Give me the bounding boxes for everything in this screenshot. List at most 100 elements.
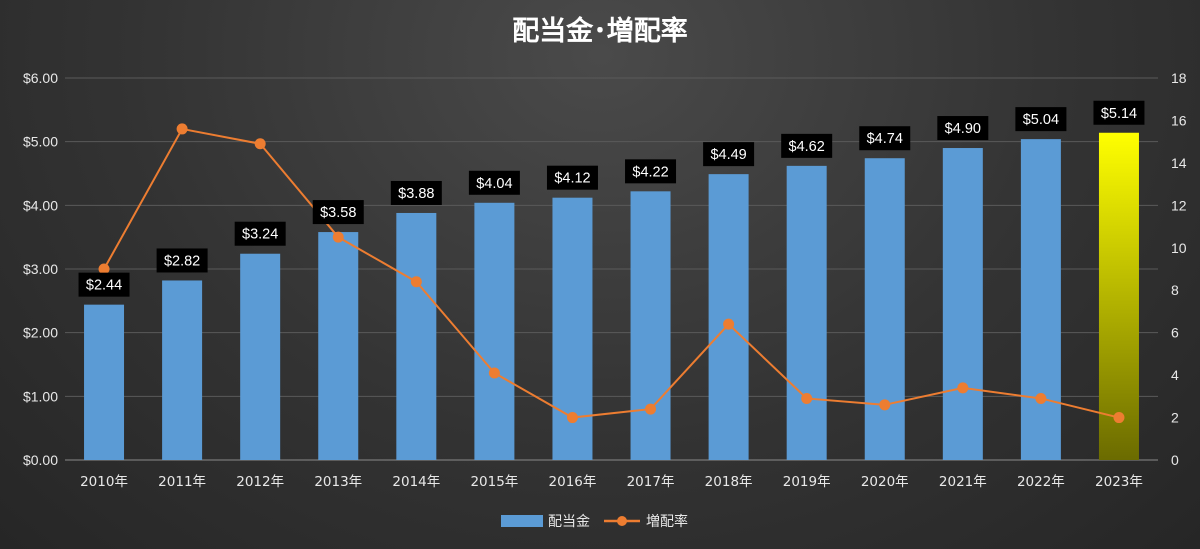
x-tick-label: 2021年 [939,474,987,490]
data-label: $4.62 [789,139,825,155]
data-label-box [625,159,677,184]
bar [942,148,983,461]
y-right-tick-label: 8 [1171,282,1179,298]
x-tick-label: 2013年 [314,474,362,490]
bar [318,232,359,460]
data-label: $2.82 [164,253,200,269]
y-right-tick-label: 2 [1171,410,1179,426]
data-label-box [390,180,442,205]
x-tick-label: 2020年 [861,474,909,490]
legend-swatch-marker [617,516,627,526]
y-right-tick-label: 12 [1171,197,1187,213]
line-point [410,276,422,288]
data-label: $5.04 [1023,112,1059,128]
bar [708,174,749,461]
y-right-tick-label: 6 [1171,325,1179,341]
data-label: $4.22 [632,164,668,180]
data-label-box [937,116,989,141]
gridlines [65,77,1158,461]
data-label-box [781,133,833,158]
line-point [957,382,969,394]
y-right-tick-label: 16 [1171,112,1187,128]
y-right-tick-label: 10 [1171,240,1187,256]
line-point [488,367,500,379]
bar [84,304,125,460]
bar [864,158,905,460]
data-label-box [156,248,208,273]
line-point [723,318,735,330]
line-point [332,231,344,243]
x-axis: 2010年 2011年 2012年 2013年 2014年 2015年 2016年 2017年… [80,474,1143,490]
line-point [254,138,266,150]
x-tick-label: 2012年 [236,474,284,490]
line-path [103,127,1120,419]
data-label-box [546,165,598,190]
line-point [1113,412,1125,424]
x-tick-label: 2017年 [627,474,675,490]
bar [396,212,437,460]
x-tick-label: 2023年 [1095,474,1143,490]
x-tick-label: 2022年 [1017,474,1065,490]
line-point [176,123,188,135]
data-label: $3.58 [320,205,356,221]
data-label-box [468,170,520,195]
data-label-box [703,142,755,167]
bar-series [84,132,1139,461]
data-label: $4.04 [476,176,512,192]
data-label: $2.44 [86,278,122,294]
x-tick-label: 2015年 [470,474,518,490]
data-label-box [234,221,286,246]
y-left-tick-label: $6.00 [23,70,58,86]
data-label: $4.12 [554,171,590,187]
y-axis-left: $0.00 $1.00 $2.00 $3.00 $4.00 $5.00 $6.00 [23,70,58,468]
line-point [1035,392,1047,404]
data-label-box [312,200,364,225]
data-label: $4.74 [867,131,903,147]
line-point [98,263,110,275]
legend: 配当金 増配率 [501,513,688,530]
y-right-tick-label: 18 [1171,70,1187,86]
x-tick-label: 2018年 [705,474,753,490]
line-series [98,123,1125,424]
bar [162,280,203,460]
data-label-box [1093,100,1145,125]
data-labels: $2.44 $2.82 $3.24 $3.58 $3.88 $4.04 $4.12 $4.22… [78,100,1145,297]
y-right-tick-label: 14 [1171,155,1187,171]
line-point [645,403,657,415]
data-label: $4.90 [945,121,981,137]
bar [630,191,671,460]
y-left-tick-label: $0.00 [23,452,58,468]
x-tick-label: 2016年 [549,474,597,490]
bar [1098,132,1139,460]
bar [786,165,827,461]
chart-title: 配当金･増配率 [512,15,688,47]
legend-swatch-bar [501,515,543,527]
x-tick-label: 2010年 [80,474,128,490]
data-label-box [78,272,130,297]
data-label: $3.88 [398,186,434,202]
line-point [801,392,813,404]
legend-label-bar: 配当金 [548,514,590,530]
data-label-box [1015,107,1067,132]
y-left-tick-label: $2.00 [23,325,58,341]
y-left-tick-label: $1.00 [23,388,58,404]
data-label-box [859,126,911,151]
data-label: $5.14 [1101,106,1137,122]
bar [1020,139,1061,460]
y-left-tick-label: $4.00 [23,197,58,213]
data-label: $4.49 [710,147,746,163]
y-left-tick-label: $3.00 [23,261,58,277]
data-label: $3.24 [242,227,278,243]
x-tick-label: 2014年 [392,474,440,490]
x-tick-label: 2019年 [783,474,831,490]
line-point [566,412,578,424]
x-tick-label: 2011年 [158,474,206,490]
y-right-tick-label: 0 [1171,452,1179,468]
bar [240,253,281,460]
legend-label-line: 増配率 [646,513,688,530]
y-right-tick-label: 4 [1171,367,1179,383]
bar [474,202,515,460]
y-axis-right: 0 2 4 6 8 10 12 14 16 18 [1171,70,1187,468]
